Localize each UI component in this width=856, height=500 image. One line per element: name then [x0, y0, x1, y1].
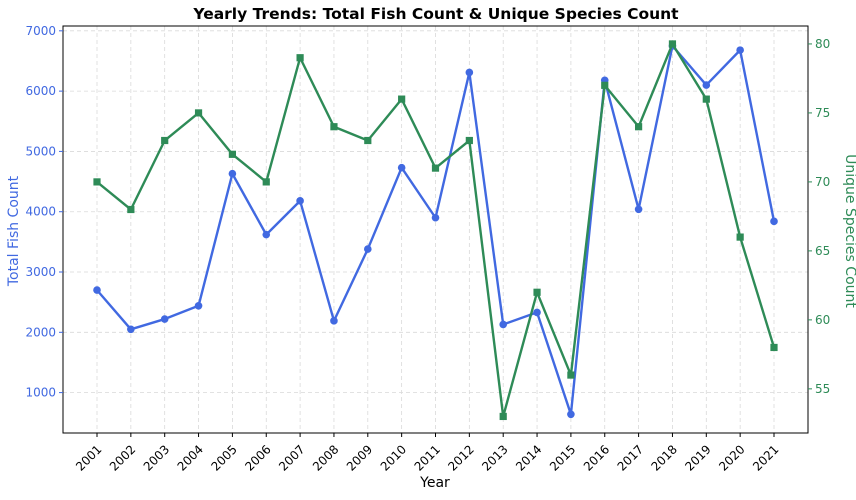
data-point-marker [431, 164, 440, 172]
y-tick-label-right: 75 [815, 106, 830, 120]
x-tick-label: 2002 [107, 442, 138, 473]
data-point-marker [93, 286, 101, 294]
x-tick-label: 2011 [412, 442, 443, 473]
data-point-marker [533, 288, 541, 296]
data-point-marker [736, 233, 744, 241]
data-point-marker [160, 315, 169, 323]
data-point-marker [330, 123, 338, 131]
data-point-marker [330, 317, 338, 325]
grid-layer [63, 26, 808, 433]
data-point-marker [499, 320, 508, 329]
y-tick-label-left: 4000 [25, 205, 56, 219]
data-point-marker [296, 54, 304, 62]
data-point-marker [127, 205, 135, 214]
data-point-marker [431, 213, 440, 222]
data-point-marker [533, 308, 541, 317]
x-tick-label: 2020 [716, 442, 747, 473]
data-point-marker [364, 245, 372, 253]
data-point-marker [228, 169, 237, 178]
data-point-marker [161, 136, 169, 145]
data-point-marker [296, 197, 304, 205]
series-2 [93, 40, 778, 421]
data-point-marker [601, 81, 609, 89]
x-tick-label: 2009 [344, 442, 375, 473]
x-tick-label: 2010 [378, 442, 409, 473]
data-point-marker [770, 217, 778, 226]
y-tick-label-left: 1000 [25, 386, 56, 400]
data-point-marker [465, 136, 473, 145]
x-tick-label: 2012 [445, 442, 476, 473]
series-layer [93, 40, 778, 421]
x-tick-label: 2006 [242, 442, 273, 473]
x-tick-label: 2018 [648, 442, 679, 473]
y-tick-label-left: 5000 [25, 144, 56, 158]
x-tick-label: 2013 [479, 442, 510, 473]
y-tick-label-right: 55 [815, 382, 830, 396]
x-tick-label: 2019 [682, 442, 713, 473]
y-tick-label-left: 6000 [25, 84, 56, 98]
y-tick-label-right: 65 [815, 244, 830, 258]
y-tick-label-right: 60 [815, 313, 830, 327]
y-tick-label-left: 7000 [25, 24, 56, 38]
data-point-marker [194, 301, 203, 310]
data-point-marker [93, 178, 101, 186]
data-point-marker [567, 410, 575, 419]
x-tick-label: 2001 [73, 442, 104, 473]
chart-title: Yearly Trends: Total Fish Count & Unique… [192, 5, 679, 23]
x-tick-label: 2007 [276, 442, 307, 473]
x-tick-label: 2016 [581, 442, 612, 473]
x-tick-label: 2014 [513, 442, 544, 473]
data-point-marker [127, 325, 135, 334]
data-point-marker [228, 150, 236, 158]
y-tick-label-left: 2000 [25, 325, 56, 339]
data-point-marker [397, 163, 406, 172]
data-point-marker [736, 46, 744, 54]
y-axis-label-right: Unique Species Count [842, 154, 856, 308]
x-tick-label: 2021 [750, 442, 781, 473]
x-axis-label: Year [419, 475, 450, 491]
data-point-marker [364, 136, 372, 145]
y-tick-label-left: 3000 [25, 265, 56, 279]
x-tick-label: 2005 [208, 442, 239, 473]
data-point-marker [567, 371, 575, 379]
data-point-marker [194, 109, 203, 117]
data-point-marker [262, 178, 270, 186]
data-point-marker [465, 68, 474, 77]
data-point-marker [635, 123, 643, 131]
data-point-marker [398, 95, 406, 103]
data-point-marker [668, 40, 677, 48]
data-point-marker [702, 81, 711, 89]
x-tick-label: 2017 [615, 442, 646, 473]
x-tick-label: 2008 [310, 442, 341, 473]
data-point-marker [634, 205, 643, 214]
data-point-marker [702, 95, 710, 103]
y-tick-label-right: 70 [815, 175, 830, 189]
x-tick-label: 2004 [175, 442, 206, 473]
data-point-marker [499, 412, 507, 421]
x-tick-label: 2003 [141, 442, 172, 473]
x-tick-label: 2015 [547, 442, 578, 473]
data-point-marker [262, 230, 271, 239]
y-tick-label-right: 80 [815, 37, 830, 51]
data-point-marker [770, 343, 778, 352]
y-axis-label-left: Total Fish Count [6, 175, 22, 287]
